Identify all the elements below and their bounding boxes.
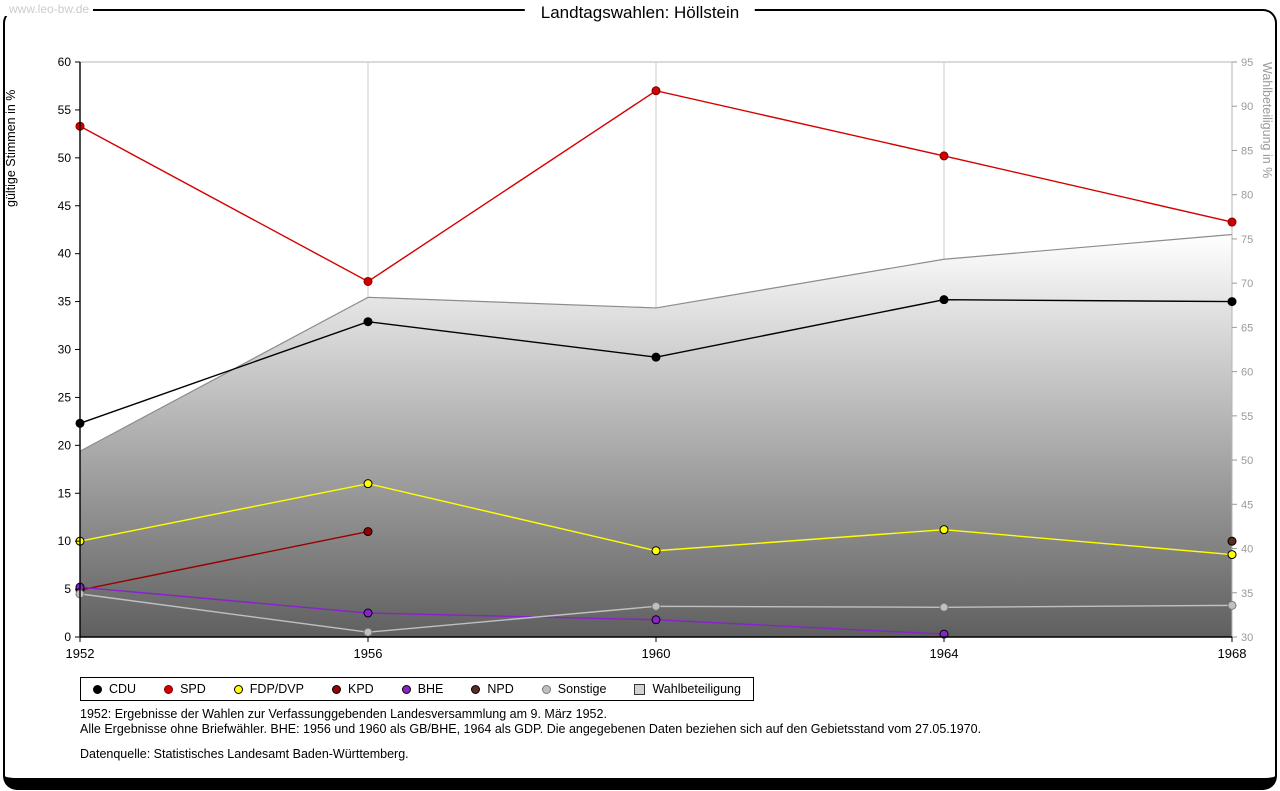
legend-item-kpd: KPD: [331, 682, 374, 696]
series-point-fdp-dvp: [1227, 550, 1237, 560]
legend-label-cdu: CDU: [109, 682, 137, 696]
legend-label-fdp-dvp: FDP/DVP: [249, 682, 304, 696]
series-point-fdp-dvp: [939, 525, 949, 535]
right-axis-tick-label: 95: [1241, 57, 1253, 69]
legend-item-fdp-dvp: FDP/DVP: [233, 682, 304, 696]
left-axis-tick-label: 30: [58, 343, 72, 357]
series-line-bhe: [79, 586, 945, 635]
right-axis-tick-label: 75: [1241, 234, 1253, 246]
legend-label-bhe: BHE: [417, 682, 444, 696]
left-axis-tick-label: 25: [58, 390, 72, 404]
series-point-bhe: [651, 615, 661, 625]
series-point-sonstige: [1227, 600, 1237, 610]
series-point-fdp-dvp: [363, 479, 373, 489]
left-axis-tick-label: 60: [58, 55, 72, 69]
right-axis-tick-label: 80: [1241, 190, 1253, 202]
legend-label-wahlbeteiligung: Wahlbeteiligung: [652, 682, 741, 696]
legend-item-cdu: CDU: [93, 682, 136, 696]
x-axis-tick-label: 1968: [1218, 646, 1247, 661]
legend-label-kpd: KPD: [347, 682, 374, 696]
right-axis-tick-label: 50: [1241, 455, 1253, 467]
left-axis-tick-label: 55: [58, 103, 72, 117]
series-point-kpd: [363, 527, 373, 537]
series-point-spd: [651, 86, 661, 96]
legend-label-spd: SPD: [180, 682, 206, 696]
series-line-kpd: [79, 530, 369, 591]
legend-marker-spd: [164, 684, 174, 694]
footnote-source: Datenquelle: Statistisches Landesamt Bad…: [80, 747, 409, 761]
right-axis-tick-label: 35: [1241, 588, 1253, 600]
x-axis-tick-label: 1952: [66, 646, 95, 661]
right-axis-tick-label: 70: [1241, 278, 1253, 290]
series-point-bhe: [363, 608, 373, 618]
left-axis-tick-label: 10: [58, 534, 72, 548]
right-axis-tick-label: 60: [1241, 367, 1253, 379]
series-point-cdu: [939, 295, 949, 305]
series-point-sonstige: [651, 601, 661, 611]
legend-item-sonstige: Sonstige: [541, 682, 607, 696]
right-axis-tick-label: 55: [1241, 411, 1253, 423]
left-axis-tick-label: 5: [64, 582, 71, 596]
legend-marker-bhe: [401, 684, 411, 694]
legend-marker-sonstige: [541, 684, 551, 694]
left-axis-tick-label: 40: [58, 247, 72, 261]
x-axis-tick-label: 1956: [354, 646, 383, 661]
legend-label-npd: NPD: [487, 682, 514, 696]
left-axis-tick-label: 50: [58, 151, 72, 165]
x-axis-tick-label: 1964: [930, 646, 959, 661]
left-axis-tick-label: 45: [58, 199, 72, 213]
series-point-spd: [939, 151, 949, 161]
left-axis-title: gültige Stimmen in %: [4, 90, 18, 207]
series-point-spd: [1227, 217, 1237, 227]
legend-item-spd: SPD: [164, 682, 206, 696]
right-axis-tick-label: 85: [1241, 145, 1253, 157]
chart-legend: CDU SPD FDP/DVP KPD BHE NPD Sonstige Wahlbeteil…: [80, 677, 754, 701]
legend-marker-fdp-dvp: [233, 684, 243, 694]
legend-item-bhe: BHE: [401, 682, 444, 696]
footnote-1952: 1952: Ergebnisse der Wahlen zur Verfassu…: [80, 707, 607, 721]
left-axis-tick-label: 0: [64, 630, 71, 644]
footnote-methodology: Alle Ergebnisse ohne Briefwähler. BHE: 1…: [80, 721, 982, 736]
footnotes: 1952: Ergebnisse der Wahlen zur Verfassu…: [80, 707, 981, 762]
site-watermark: www.leo-bw.de: [5, 2, 94, 16]
series-point-cdu: [651, 352, 661, 362]
footnote-spacer: [80, 736, 981, 747]
series-point-cdu: [363, 317, 373, 327]
legend-marker-kpd: [331, 684, 341, 694]
right-axis-tick-label: 90: [1241, 101, 1253, 113]
legend-label-sonstige: Sonstige: [557, 682, 607, 696]
right-axis-tick-label: 45: [1241, 499, 1253, 511]
right-axis-tick-label: 30: [1241, 632, 1253, 644]
series-point-npd: [1227, 536, 1237, 546]
series-point-sonstige: [363, 627, 373, 637]
right-axis-tick-label: 65: [1241, 322, 1253, 334]
right-axis-title: Wahlbeteiligung in %: [1260, 62, 1274, 178]
series-point-cdu: [1227, 297, 1237, 307]
area-outline-wahlbeteiligung: [79, 233, 1233, 452]
left-axis-tick-label: 15: [58, 486, 72, 500]
area-wahlbeteiligung: [80, 234, 1232, 637]
legend-marker-square-wahlbeteiligung: [634, 683, 646, 695]
left-axis-tick-label: 20: [58, 438, 72, 452]
right-axis-tick-label: 40: [1241, 544, 1253, 556]
series-point-sonstige: [939, 602, 949, 612]
chart-title: Landtagswahlen: Höllstein: [524, 3, 756, 23]
legend-marker-cdu: [93, 684, 102, 694]
series-point-fdp-dvp: [651, 546, 661, 556]
legend-item-npd: NPD: [471, 682, 514, 696]
legend-marker-npd: [471, 684, 481, 694]
legend-item-wahlbeteiligung: Wahlbeteiligung: [634, 682, 741, 696]
x-axis-tick-label: 1960: [642, 646, 671, 661]
left-axis-tick-label: 35: [58, 295, 72, 309]
series-point-spd: [363, 276, 373, 286]
